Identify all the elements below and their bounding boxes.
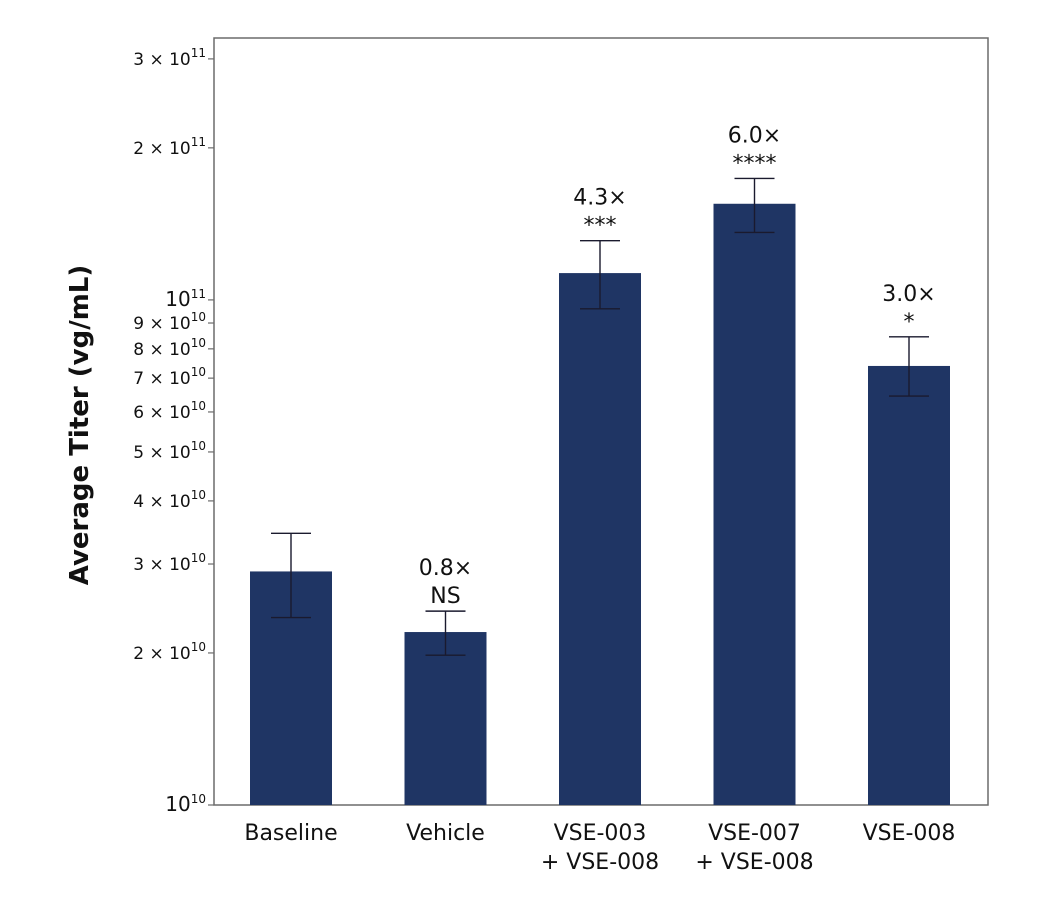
category-label-0-0: Baseline	[244, 821, 337, 846]
y-tick-label-9: 1011	[165, 287, 206, 311]
x-axis-labels: Baseline Vehicle VSE-003 + VSE-008 VSE-007 + …	[244, 821, 955, 875]
y-tick-label-7: 8 × 1010	[133, 336, 206, 360]
category-label-2-0: VSE-003	[554, 821, 647, 846]
y-tick-label-1: 2 × 1010	[133, 640, 206, 664]
category-label-2-1: + VSE-008	[541, 850, 659, 875]
fold-change-label-4: 3.0×	[882, 282, 935, 307]
y-tick-label-0: 1010	[165, 792, 206, 816]
y-tick-label-6: 7 × 1010	[133, 365, 206, 389]
significance-label-2: ***	[584, 214, 617, 239]
significance-label-1: NS	[430, 584, 460, 609]
significance-label-3: ****	[733, 151, 777, 176]
y-tick-label-8: 9 × 1010	[133, 310, 206, 334]
bar-1	[404, 632, 487, 805]
y-axis-ticks: 1010 2 × 1010 3 × 1010 4 × 1010 5 × 1010 6 × …	[133, 46, 214, 816]
bar-4	[868, 365, 950, 805]
annotations-group: 0.8× NS 4.3× *** 6.0× **** 3.0× *	[419, 123, 936, 609]
bars-group	[250, 203, 950, 806]
category-label-3-1: + VSE-008	[695, 850, 813, 875]
fold-change-label-2: 4.3×	[573, 186, 626, 211]
category-label-3-0: VSE-007	[708, 821, 801, 846]
y-tick-label-5: 6 × 1010	[133, 399, 206, 423]
category-label-1-0: Vehicle	[406, 821, 485, 846]
significance-label-4: *	[904, 310, 915, 335]
y-tick-label-11: 3 × 1011	[133, 46, 206, 70]
y-tick-label-10: 2 × 1011	[133, 135, 206, 159]
y-tick-label-3: 4 × 1010	[133, 488, 206, 512]
category-label-4-0: VSE-008	[863, 821, 956, 846]
y-tick-label-4: 5 × 1010	[133, 439, 206, 463]
fold-change-label-3: 6.0×	[728, 123, 781, 148]
error-bars-group	[271, 177, 929, 656]
bar-2	[559, 273, 641, 805]
bar-3	[713, 203, 796, 806]
y-tick-label-2: 3 × 1010	[133, 551, 206, 575]
y-axis-label: Average Titer (vg/mL)	[65, 265, 95, 586]
fold-change-label-1: 0.8×	[419, 556, 472, 581]
